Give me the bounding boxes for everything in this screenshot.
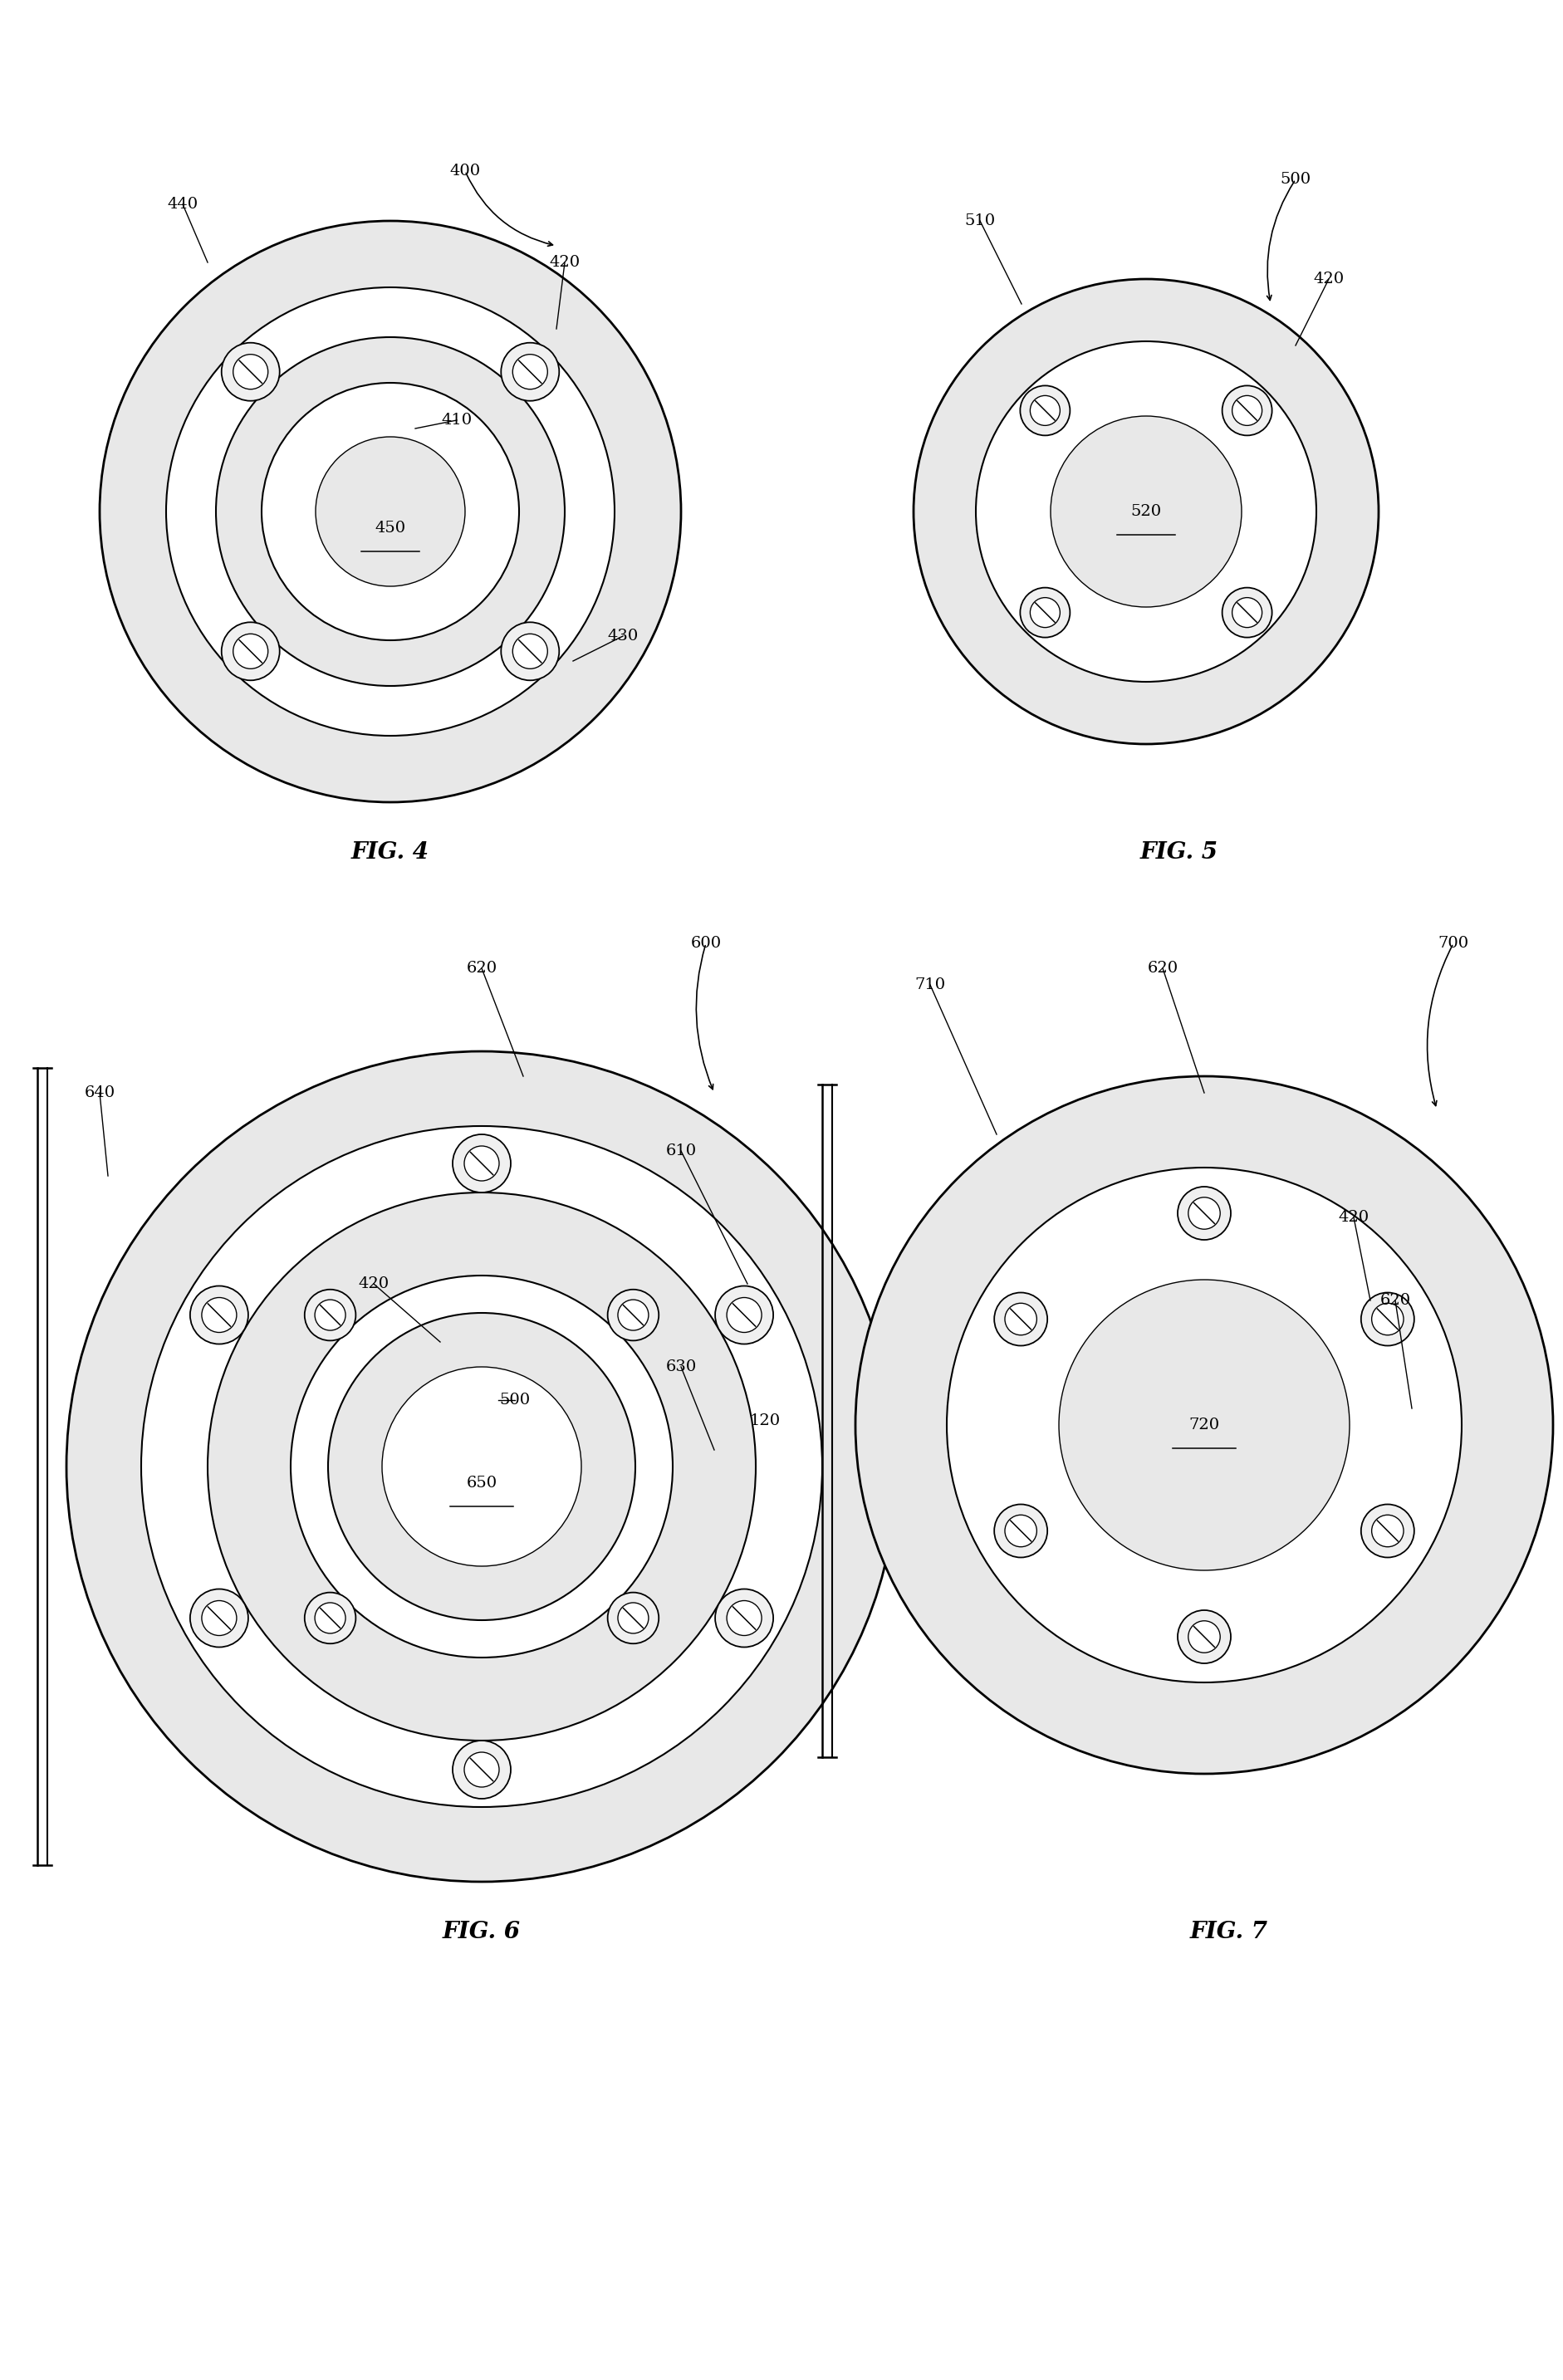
Circle shape <box>1050 416 1241 607</box>
Text: 630: 630 <box>666 1359 696 1373</box>
Text: 620: 620 <box>466 962 497 976</box>
Circle shape <box>1058 1280 1349 1571</box>
Text: 610: 610 <box>666 1142 696 1159</box>
Circle shape <box>994 1292 1047 1345</box>
Circle shape <box>727 1297 761 1333</box>
Circle shape <box>975 340 1316 681</box>
Circle shape <box>513 355 547 390</box>
Circle shape <box>314 1299 345 1330</box>
Text: FIG. 6: FIG. 6 <box>442 1921 520 1942</box>
Circle shape <box>464 1752 499 1787</box>
Circle shape <box>328 1314 635 1621</box>
Circle shape <box>1232 597 1261 628</box>
Text: 650: 650 <box>466 1476 497 1490</box>
Text: 520: 520 <box>1130 505 1161 519</box>
Circle shape <box>1360 1504 1413 1557</box>
Circle shape <box>222 621 280 681</box>
Circle shape <box>452 1740 511 1799</box>
Circle shape <box>1177 1188 1230 1240</box>
Circle shape <box>1030 597 1060 628</box>
Circle shape <box>66 1052 897 1883</box>
Circle shape <box>305 1592 355 1645</box>
Text: 500: 500 <box>1280 171 1310 188</box>
Circle shape <box>381 1366 581 1566</box>
Text: 440: 440 <box>167 198 199 212</box>
Circle shape <box>100 221 680 802</box>
Text: 420: 420 <box>358 1276 389 1292</box>
Text: 430: 430 <box>606 628 638 643</box>
Circle shape <box>233 355 267 390</box>
Circle shape <box>913 278 1379 745</box>
Text: 410: 410 <box>441 412 472 428</box>
Circle shape <box>1360 1292 1413 1345</box>
Circle shape <box>222 343 280 400</box>
Text: 510: 510 <box>964 214 996 228</box>
Circle shape <box>1030 395 1060 426</box>
Text: 420: 420 <box>1338 1209 1368 1226</box>
Text: 420: 420 <box>1313 271 1344 286</box>
Circle shape <box>208 1192 755 1740</box>
Circle shape <box>452 1135 511 1192</box>
Circle shape <box>1371 1304 1404 1335</box>
Circle shape <box>994 1504 1047 1557</box>
Circle shape <box>1222 386 1271 436</box>
Circle shape <box>314 1602 345 1633</box>
Circle shape <box>261 383 519 640</box>
Circle shape <box>1005 1304 1036 1335</box>
Circle shape <box>191 1285 249 1345</box>
Circle shape <box>291 1276 672 1656</box>
Circle shape <box>316 438 464 585</box>
Circle shape <box>202 1602 236 1635</box>
Text: 500: 500 <box>499 1392 530 1407</box>
Text: FIG. 5: FIG. 5 <box>1139 840 1218 864</box>
Circle shape <box>946 1169 1461 1683</box>
Circle shape <box>216 338 564 685</box>
Circle shape <box>1019 386 1069 436</box>
Circle shape <box>1005 1516 1036 1547</box>
Text: 450: 450 <box>375 521 405 536</box>
Circle shape <box>233 633 267 669</box>
Text: 720: 720 <box>1188 1418 1219 1433</box>
Circle shape <box>166 288 614 735</box>
Circle shape <box>714 1590 772 1647</box>
Circle shape <box>1232 395 1261 426</box>
Circle shape <box>513 633 547 669</box>
Circle shape <box>202 1297 236 1333</box>
Circle shape <box>1177 1611 1230 1664</box>
Circle shape <box>608 1290 658 1340</box>
Circle shape <box>464 1147 499 1180</box>
Circle shape <box>191 1590 249 1647</box>
Circle shape <box>1371 1516 1404 1547</box>
Text: FIG. 4: FIG. 4 <box>352 840 430 864</box>
Text: 620: 620 <box>1147 962 1177 976</box>
Circle shape <box>500 621 560 681</box>
Circle shape <box>1188 1621 1219 1652</box>
Circle shape <box>727 1602 761 1635</box>
Text: 120: 120 <box>749 1414 780 1428</box>
Text: 600: 600 <box>691 935 721 952</box>
Circle shape <box>1188 1197 1219 1228</box>
Circle shape <box>500 343 560 400</box>
Text: 620: 620 <box>1379 1292 1410 1309</box>
Circle shape <box>855 1076 1552 1773</box>
Circle shape <box>608 1592 658 1645</box>
Circle shape <box>1222 588 1271 638</box>
Text: 400: 400 <box>450 164 480 178</box>
Circle shape <box>141 1126 822 1806</box>
Circle shape <box>617 1602 649 1633</box>
Text: 700: 700 <box>1438 935 1468 952</box>
Text: 640: 640 <box>84 1085 116 1100</box>
Circle shape <box>617 1299 649 1330</box>
Circle shape <box>1019 588 1069 638</box>
Text: 710: 710 <box>914 978 946 992</box>
Text: 420: 420 <box>549 255 580 269</box>
Circle shape <box>714 1285 772 1345</box>
Circle shape <box>305 1290 355 1340</box>
Text: FIG. 7: FIG. 7 <box>1189 1921 1268 1942</box>
